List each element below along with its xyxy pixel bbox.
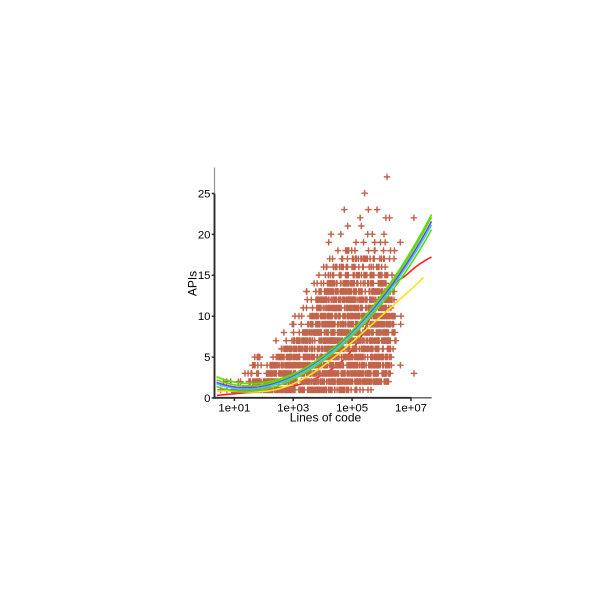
svg-text:15: 15 [198,270,211,282]
svg-text:5: 5 [204,352,210,364]
svg-text:1e+01: 1e+01 [218,402,250,414]
svg-text:1e+03: 1e+03 [277,402,309,414]
svg-text:Lines of code: Lines of code [290,411,362,425]
svg-text:0: 0 [204,393,210,405]
svg-text:APIs: APIs [186,271,200,296]
svg-text:1e+05: 1e+05 [336,402,368,414]
svg-text:25: 25 [198,188,211,200]
svg-text:10: 10 [198,311,211,323]
svg-text:20: 20 [198,229,211,241]
svg-text:1e+07: 1e+07 [395,402,427,414]
